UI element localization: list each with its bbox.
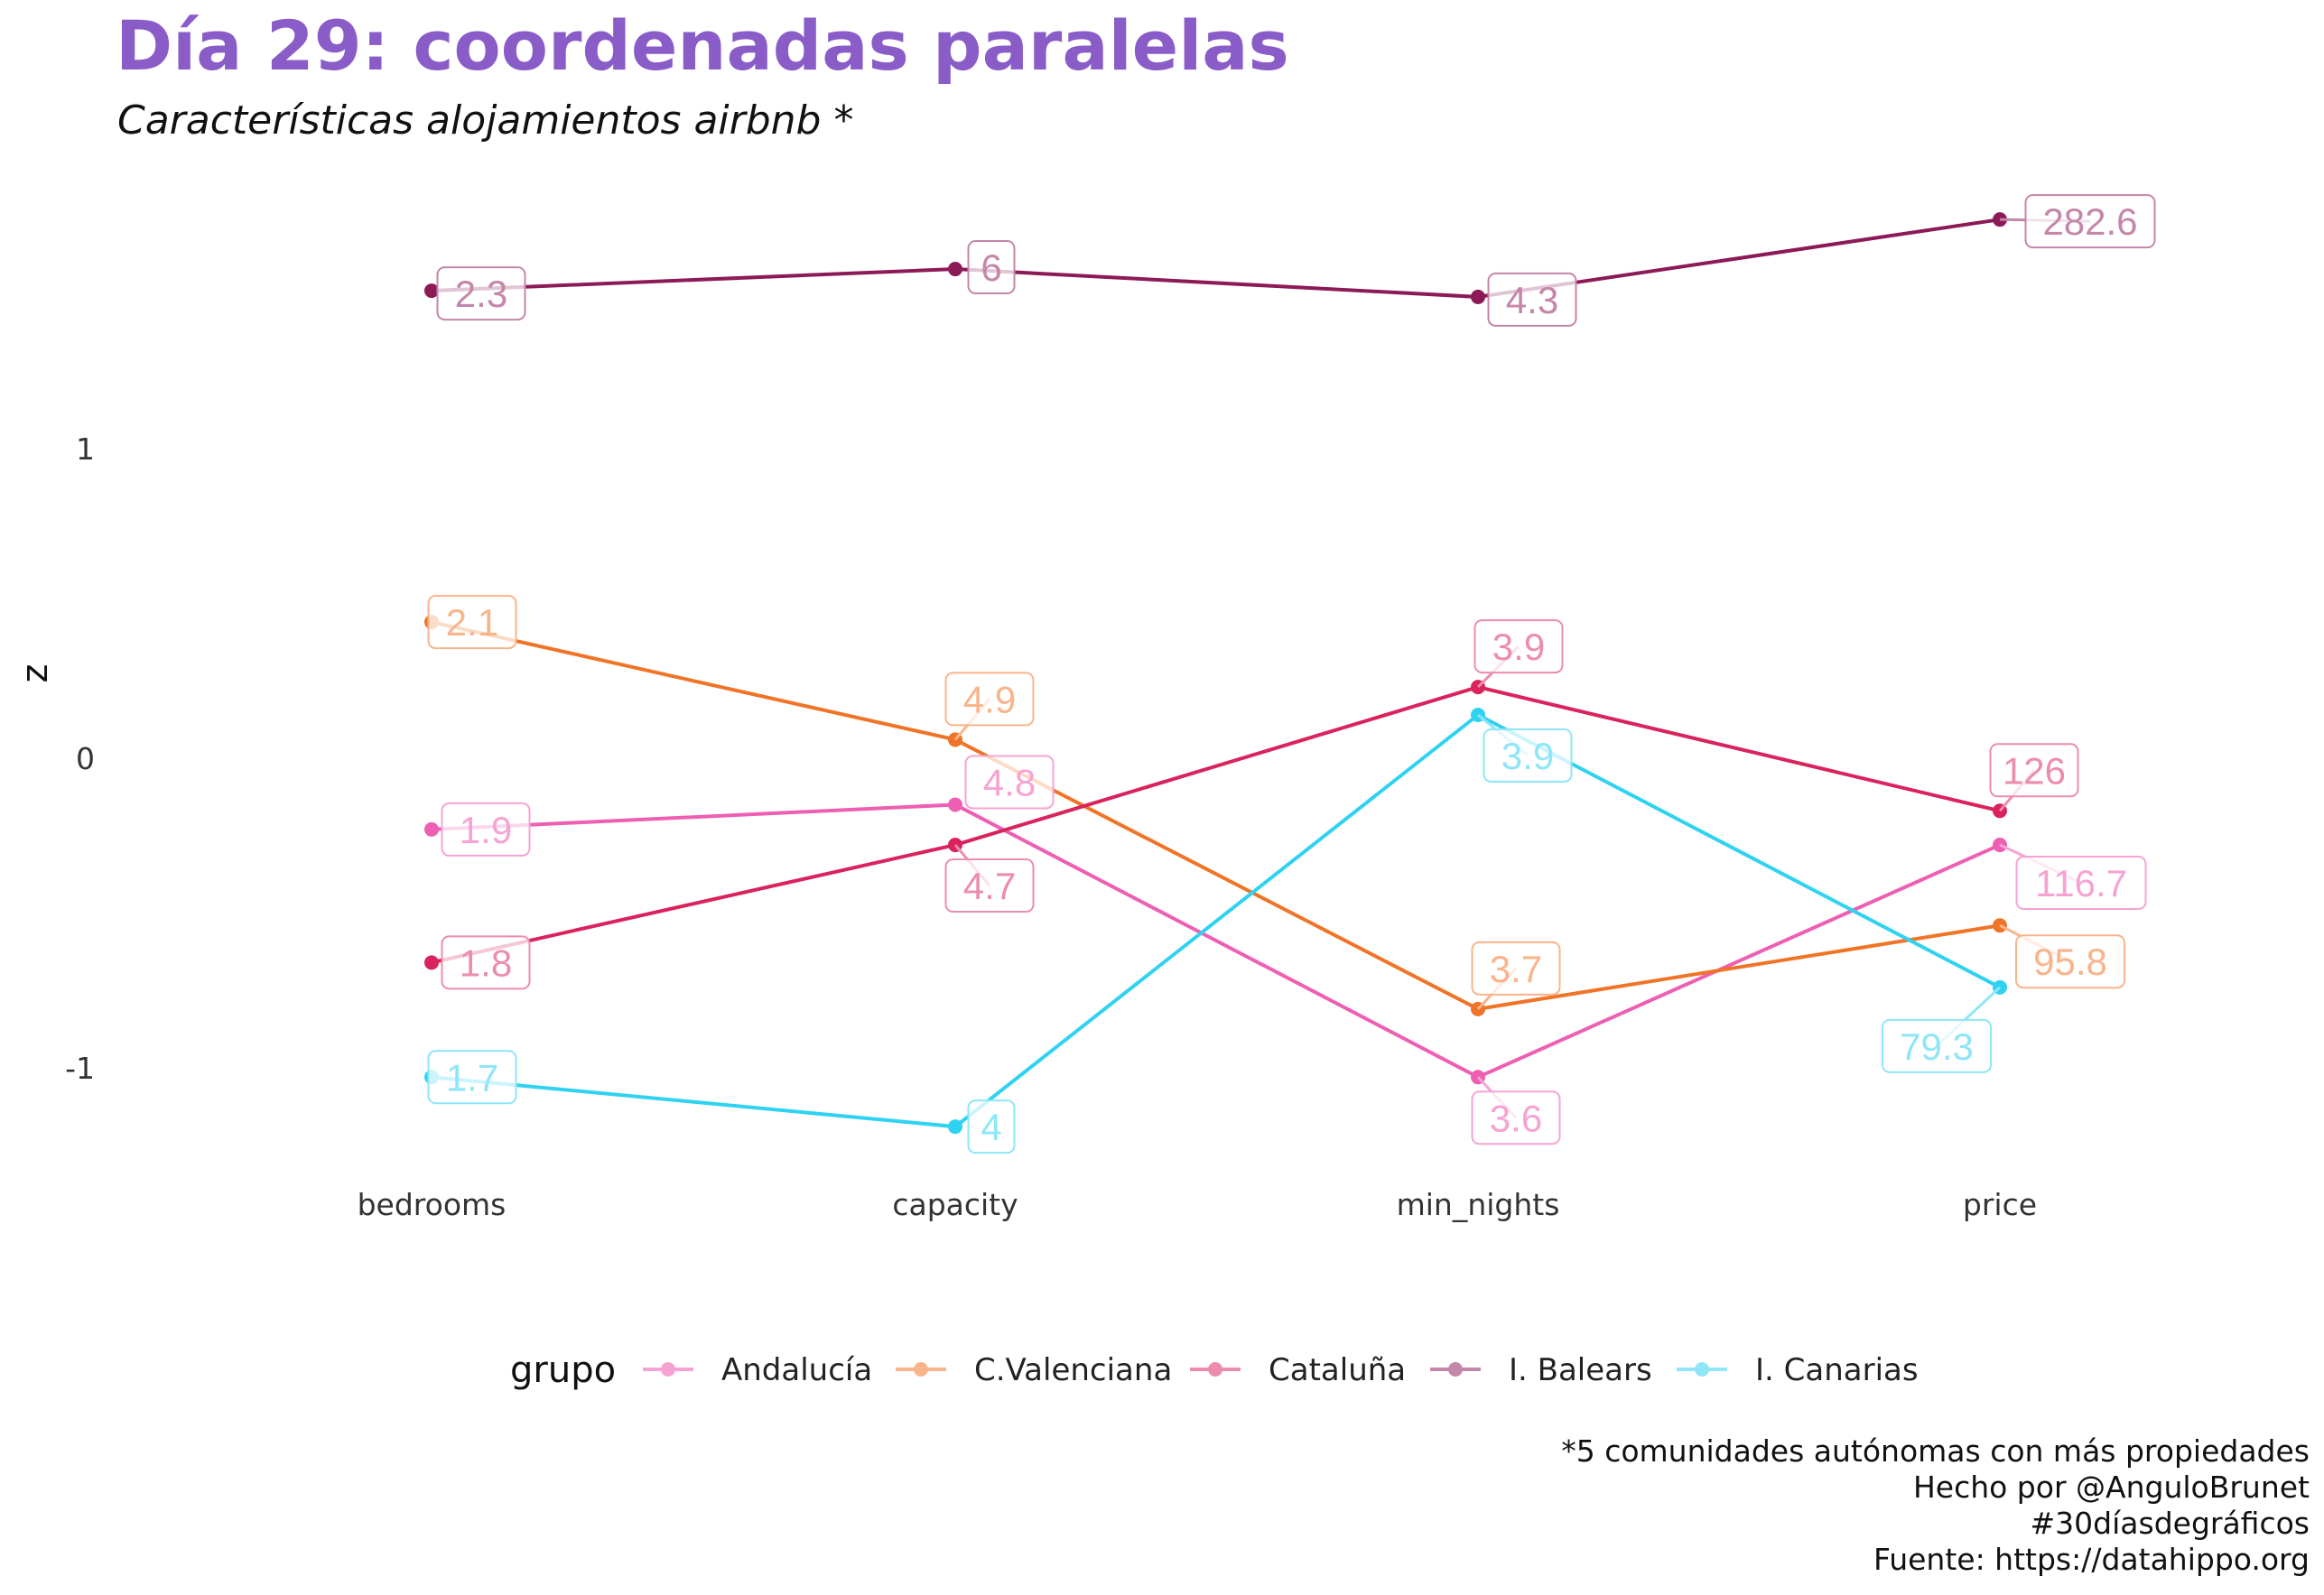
data-label: 95.8 bbox=[2033, 941, 2107, 983]
data-label-box bbox=[967, 240, 1016, 295]
x-tick-label: min_nights bbox=[1397, 1187, 1560, 1222]
data-label: 1.8 bbox=[460, 941, 512, 984]
caption-line-author: Hecho por @AnguloBrunet bbox=[1912, 1470, 2310, 1505]
legend-key-point bbox=[914, 1362, 928, 1377]
data-point bbox=[424, 821, 439, 837]
data-label: 2.3 bbox=[455, 273, 507, 315]
data-label-box bbox=[1487, 272, 1577, 327]
data-label: 4 bbox=[981, 1106, 1001, 1148]
x-tick-label: price bbox=[1963, 1187, 2037, 1222]
data-label: 2.1 bbox=[446, 601, 498, 644]
data-label: 1.7 bbox=[446, 1056, 498, 1099]
data-label: 4.3 bbox=[1506, 279, 1558, 321]
data-label-box bbox=[944, 672, 1035, 727]
y-tick-label: -1 bbox=[65, 1051, 95, 1086]
series-line bbox=[431, 620, 2001, 1011]
data-point bbox=[948, 262, 962, 277]
data-point bbox=[948, 797, 962, 812]
series-line bbox=[431, 218, 2001, 299]
data-point bbox=[424, 283, 439, 299]
legend-label: Andalucía bbox=[721, 1352, 872, 1388]
chart-subtitle: Características alojamientos airbnb * bbox=[117, 97, 854, 144]
data-label-box bbox=[1483, 728, 1573, 783]
data-label-box bbox=[1989, 743, 2079, 798]
legend-key-point bbox=[661, 1362, 675, 1377]
data-label-box bbox=[427, 595, 517, 650]
legend-key-point bbox=[1208, 1362, 1222, 1377]
y-tick-label: 0 bbox=[76, 741, 95, 776]
data-label-box bbox=[1471, 941, 1561, 996]
data-label-box bbox=[2015, 856, 2147, 911]
data-point bbox=[1471, 289, 1485, 304]
caption-line-note: *5 comunidades autónomas con más propied… bbox=[1561, 1433, 2310, 1469]
y-axis-label: z bbox=[14, 664, 56, 683]
data-label: 79.3 bbox=[1900, 1025, 1974, 1068]
series-line bbox=[431, 685, 2001, 965]
data-label: 4.8 bbox=[983, 761, 1036, 803]
data-label: 1.9 bbox=[460, 809, 512, 851]
caption-line-source: Fuente: https://datahippo.org bbox=[1873, 1542, 2310, 1577]
data-label: 3.6 bbox=[1490, 1097, 1542, 1139]
legend-key-point bbox=[1448, 1362, 1463, 1377]
data-label: 126 bbox=[2003, 749, 2066, 792]
x-tick-label: capacity bbox=[892, 1187, 1018, 1222]
data-point bbox=[424, 955, 439, 970]
data-label: 4.9 bbox=[963, 678, 1016, 720]
legend-label: Cataluña bbox=[1269, 1352, 1406, 1388]
data-label-box bbox=[2024, 194, 2156, 249]
caption: *5 comunidades autónomas con más propied… bbox=[1561, 1433, 2310, 1578]
data-label: 3.9 bbox=[1501, 735, 1554, 777]
chart-title: Día 29: coordenadas paralelas bbox=[116, 5, 1289, 86]
legend-label: I. Canarias bbox=[1755, 1352, 1919, 1388]
series-line bbox=[431, 712, 2001, 1129]
series-line bbox=[431, 802, 2001, 1080]
x-tick-label: bedrooms bbox=[358, 1187, 507, 1222]
data-label-box bbox=[427, 1050, 517, 1105]
legend-label: C.Valenciana bbox=[974, 1352, 1172, 1388]
data-label-box bbox=[441, 935, 531, 990]
data-label-box bbox=[436, 266, 526, 321]
data-label: 6 bbox=[981, 246, 1001, 289]
y-tick-label: 1 bbox=[76, 431, 95, 467]
data-label-box bbox=[944, 858, 1035, 913]
data-label: 4.7 bbox=[963, 865, 1016, 907]
legend-title: grupo bbox=[510, 1349, 616, 1391]
data-label-box bbox=[2015, 934, 2125, 989]
caption-line-hashtag: #30díasdegráficos bbox=[2030, 1506, 2310, 1541]
data-label-box bbox=[1882, 1018, 1992, 1073]
data-label-box bbox=[964, 755, 1055, 810]
data-label-box bbox=[1471, 1090, 1561, 1145]
data-label: 3.7 bbox=[1490, 948, 1542, 990]
data-point bbox=[948, 1119, 962, 1135]
data-label: 282.6 bbox=[2042, 200, 2137, 243]
data-label: 3.9 bbox=[1492, 626, 1545, 668]
data-label-box bbox=[1473, 619, 1564, 674]
legend-key-point bbox=[1695, 1362, 1709, 1377]
data-label-box bbox=[967, 1099, 1016, 1155]
data-label-box bbox=[441, 802, 531, 857]
data-label: 116.7 bbox=[2035, 862, 2127, 904]
legend-label: I. Balears bbox=[1509, 1352, 1652, 1388]
